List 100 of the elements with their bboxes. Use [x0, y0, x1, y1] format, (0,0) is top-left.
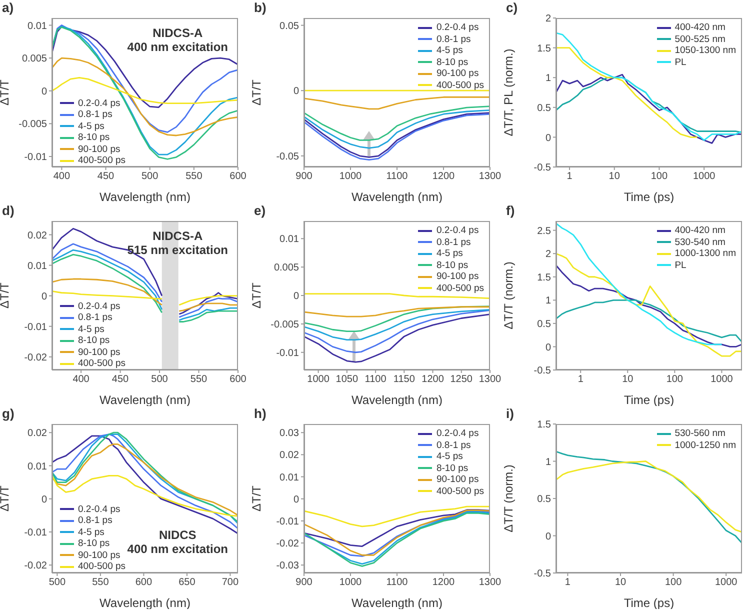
- y-tick-label: -0.005: [270, 319, 300, 330]
- x-tick-label: 100: [650, 171, 668, 182]
- legend-label: 0.8-1 ps: [436, 440, 471, 451]
- y-tick-label: 1.5: [537, 272, 552, 284]
- y-axis-title: ΔT/T: [249, 484, 264, 512]
- legend-label: 1000-1250 nm: [674, 440, 736, 451]
- legend-label: 400-500 ps: [436, 486, 484, 497]
- x-tick-label: 1300: [478, 374, 502, 386]
- x-tick-label: 1000: [692, 171, 716, 182]
- annotation: NIDCS: [158, 528, 198, 542]
- y-tick-label: -0.01: [24, 152, 48, 164]
- legend-label: 0.2-0.4 ps: [436, 428, 479, 440]
- x-tick-label: 400: [72, 374, 90, 386]
- legend-label: 400-500 ps: [78, 155, 126, 167]
- x-tick-label: 700: [222, 577, 239, 588]
- x-tick-label: 1: [564, 577, 571, 588]
- legend-label: 1000-1300 nm: [674, 248, 736, 260]
- chart-title: h): [254, 406, 266, 421]
- y-tick-label: 0: [41, 494, 48, 506]
- annotation: 400 nm excitation: [127, 542, 228, 556]
- y-tick-label: 1: [545, 456, 552, 468]
- y-tick-label: 0: [545, 132, 552, 144]
- chart-title: a): [2, 0, 14, 15]
- x-tick-label: 400: [53, 171, 70, 182]
- y-tick-label: 1: [545, 296, 552, 307]
- x-tick-label: 900: [296, 171, 313, 182]
- y-axis-title: ΔT/T (norm.): [501, 262, 516, 330]
- x-tick-label: 1100: [364, 374, 387, 386]
- x-tick-label: 550: [92, 577, 110, 588]
- x-tick-label: 1200: [432, 577, 456, 588]
- chart-title: g): [2, 406, 14, 421]
- x-tick-label: 1200: [422, 374, 444, 386]
- legend-label: 0.2-0.4 ps: [436, 225, 479, 236]
- y-tick-label: 0.5: [537, 318, 552, 330]
- y-tick-label: 0.05: [280, 20, 300, 32]
- legend-label: 8-10 ps: [78, 132, 110, 144]
- legend-label: 1050-1300 nm: [674, 45, 736, 56]
- legend-label: 0.2-0.4 ps: [78, 300, 120, 312]
- x-tick-label: 100: [664, 577, 682, 588]
- y-tick-label: -0.5: [534, 568, 552, 580]
- chart-title: c): [506, 0, 518, 15]
- x-tick-label: 1050: [336, 374, 358, 386]
- x-tick-label: 900: [296, 577, 313, 588]
- legend-label: 400-420 nm: [674, 225, 726, 236]
- y-tick-label: 0.02: [28, 230, 48, 242]
- y-tick-label: 0.01: [280, 234, 300, 246]
- legend-label: 400-500 ps: [78, 561, 126, 573]
- y-tick-label: 0.5: [537, 102, 552, 114]
- line-series: [304, 306, 490, 318]
- legend-label: 0.8-1 ps: [78, 109, 112, 121]
- y-tick-label: 2: [545, 249, 552, 260]
- legend-label: 4-5 ps: [78, 120, 104, 132]
- legend-label: 0.8-1 ps: [436, 34, 471, 45]
- line-series: [304, 309, 490, 341]
- x-tick-label: 650: [178, 577, 196, 588]
- line-series: [304, 109, 490, 149]
- y-axis-title: ΔT/T: [0, 484, 12, 512]
- legend-label: 400-420 nm: [674, 22, 726, 34]
- legend-label: 90-100 ps: [78, 346, 120, 358]
- y-axis-title: ΔT/T: [0, 78, 12, 106]
- y-tick-label: -0.05: [276, 151, 300, 162]
- y-tick-label: 0.02: [280, 450, 300, 462]
- y-tick-label: 2.5: [537, 226, 552, 237]
- legend-label: 8-10 ps: [436, 462, 468, 474]
- x-tick-label: 10: [608, 171, 620, 182]
- legend-label: 4-5 ps: [436, 248, 463, 260]
- legend-label: 0.2-0.4 ps: [436, 22, 479, 34]
- y-tick-label: 0: [545, 531, 552, 542]
- y-axis-title: ΔT/T: [0, 282, 12, 309]
- x-tick-label: 550: [186, 171, 203, 182]
- legend-label: 4-5 ps: [78, 526, 104, 538]
- y-tick-label: -0.5: [534, 162, 552, 174]
- y-tick-label: -0.01: [24, 322, 48, 333]
- legend-label: 8-10 ps: [436, 260, 468, 271]
- y-tick-label: -0.01: [24, 527, 48, 538]
- legend-label: 400-500 ps: [78, 358, 126, 370]
- legend-label: 0.8-1 ps: [436, 236, 471, 248]
- legend-label: 90-100 ps: [436, 68, 479, 80]
- legend-label: PL: [674, 56, 686, 68]
- x-tick-label: 500: [151, 374, 168, 386]
- x-tick-label: 1150: [393, 374, 416, 386]
- y-tick-label: 0.01: [280, 472, 300, 484]
- line-series: [304, 509, 490, 547]
- chart-title: d): [2, 203, 14, 218]
- y-tick-label: 0.005: [22, 54, 48, 65]
- y-tick-label: 0.01: [28, 20, 48, 32]
- annotation: 400 nm excitation: [127, 40, 228, 54]
- y-tick-label: 0: [41, 86, 48, 98]
- y-tick-label: 0.005: [274, 262, 300, 274]
- x-tick-label: 1100: [386, 577, 408, 588]
- x-tick-label: 500: [48, 577, 66, 588]
- y-tick-label: 1: [545, 73, 552, 84]
- chart-title: e): [254, 203, 266, 218]
- annotation: 515 nm excitation: [127, 243, 228, 257]
- x-tick-label: 600: [230, 374, 247, 386]
- y-tick-label: 1.5: [537, 43, 552, 54]
- y-axis-title: ΔT/T: [249, 282, 264, 309]
- y-axis-title: ΔT/T: [249, 78, 264, 106]
- legend-label: 0.2-0.4 ps: [78, 98, 120, 110]
- line-series: [304, 314, 490, 363]
